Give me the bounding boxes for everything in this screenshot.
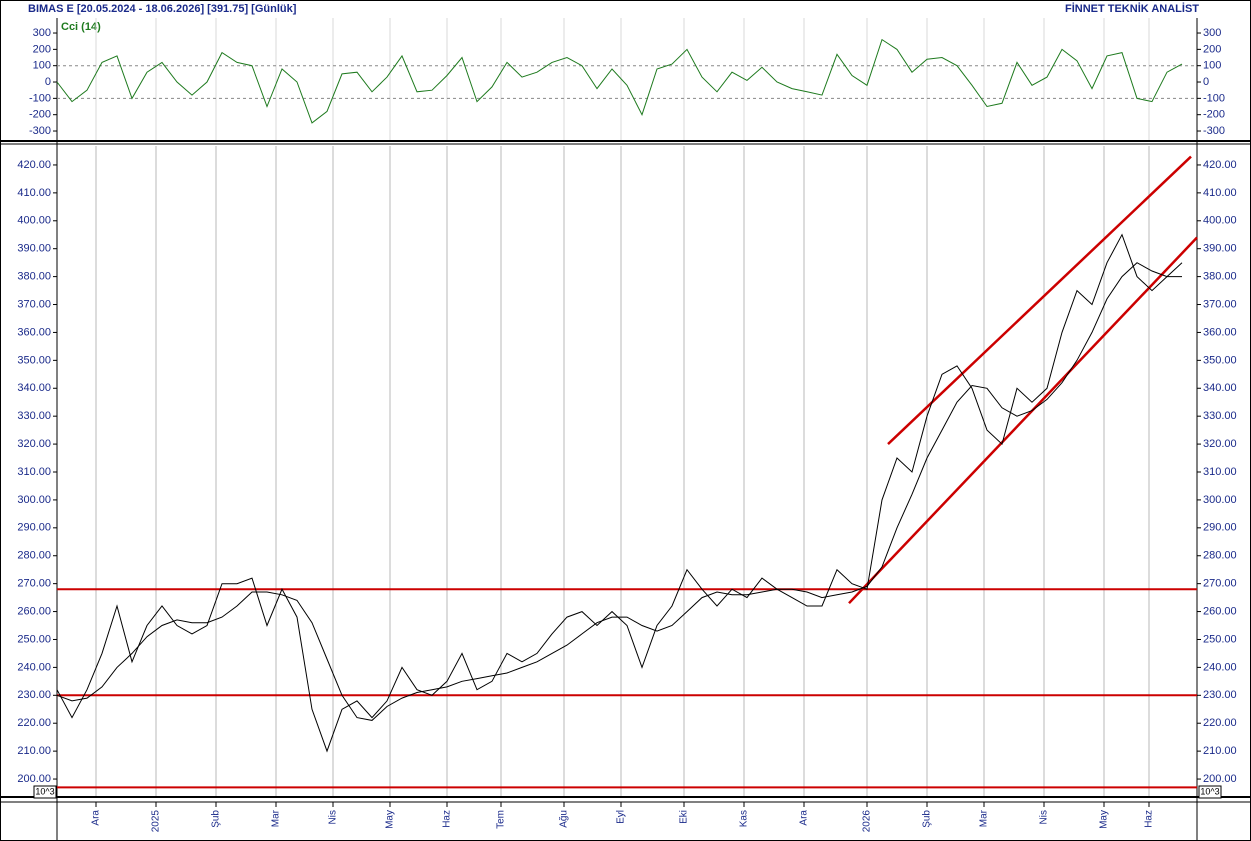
x-tick-label: Şub [922,810,933,828]
y-tick-label: -200 [1203,109,1225,121]
y-tick-label: 300.00 [1203,494,1237,506]
chart-title: BIMAS E [20.05.2024 - 18.06.2026] [391.7… [28,3,297,15]
y-tick-label: 220.00 [17,717,51,729]
y-tick-label: 270.00 [1203,578,1237,590]
x-tick-label: Mar [271,809,282,827]
x-tick-label: Ara [799,810,810,826]
y-tick-label: 300 [1203,27,1221,39]
x-tick-label: Eki [679,810,690,824]
channel-line [887,155,1192,445]
indicator-title: Cci (14) [61,21,101,33]
series-line [56,233,1183,753]
y-tick-label: 400.00 [17,215,51,227]
y-tick-label: 240.00 [1203,661,1237,673]
y-tick-label: 410.00 [1203,187,1237,199]
y-tick-label: 410.00 [17,187,51,199]
y-tick-label: 0 [45,76,51,88]
y-tick-label: 210.00 [1203,745,1237,757]
y-tick-label: 210.00 [17,745,51,757]
x-tick-label: Tem [496,810,507,829]
y-tick-label: 250.00 [17,633,51,645]
y-tick-label: -300 [29,125,51,137]
y-tick-label: 250.00 [1203,633,1237,645]
y-tick-label: 360.00 [17,326,51,338]
x-tick-label: 2026 [862,810,873,833]
series-line [56,262,1182,721]
y-tick-label: 300 [33,27,51,39]
y-tick-label: 380.00 [17,271,51,283]
source: FİNNET TEKNİK ANALİST [1065,2,1199,15]
x-tick-label: Ağu [559,810,570,828]
y-tick-label: 230.00 [1203,689,1237,701]
y-tick-label: 420.00 [1203,159,1237,171]
x-tick-label: May [1099,810,1110,829]
y-tick-label: 200.00 [1203,773,1237,785]
y-tick-label: 100 [33,60,51,72]
y-tick-label: 220.00 [1203,717,1237,729]
x-tick-label: Nis [1039,810,1050,824]
y-tick-label: 370.00 [1203,298,1237,310]
y-tick-label: 330.00 [17,410,51,422]
x-tick-label: May [385,810,396,829]
y-tick-label: 0 [1203,76,1209,88]
y-tick-label: 340.00 [17,382,51,394]
y-tick-label: 350.00 [17,354,51,366]
x-tick-label: Kas [739,810,750,827]
y-tick-label: 270.00 [17,578,51,590]
x-tick-label: Ara [91,810,102,826]
y-tick-label: -100 [29,92,51,104]
y-tick-label: 390.00 [1203,243,1237,255]
x-tick-label: Mar [979,809,990,827]
y-tick-label: 350.00 [1203,354,1237,366]
y-tick-label: -100 [1203,92,1225,104]
y-tick-label: 380.00 [1203,271,1237,283]
scale-label: 10^3 [1200,786,1219,796]
y-tick-label: 200 [33,43,51,55]
x-tick-label: 2025 [151,810,162,833]
scale-label: 10^3 [35,786,54,796]
y-tick-label: 340.00 [1203,382,1237,394]
y-tick-label: -200 [29,109,51,121]
scale-box [33,785,57,799]
x-tick-label: Eyl [616,810,627,824]
channel-line [848,236,1198,605]
y-tick-label: 290.00 [1203,522,1237,534]
y-tick-label: 360.00 [1203,326,1237,338]
y-tick-label: 300.00 [17,494,51,506]
y-tick-label: 230.00 [17,689,51,701]
scale-box [1198,785,1222,799]
y-tick-label: 400.00 [1203,215,1237,227]
y-tick-label: -300 [1203,125,1225,137]
x-tick-label: Şub [211,810,222,828]
y-tick-label: 370.00 [17,298,51,310]
y-tick-label: 260.00 [17,605,51,617]
y-tick-label: 290.00 [17,522,51,534]
y-tick-label: 330.00 [1203,410,1237,422]
y-tick-label: 200.00 [17,773,51,785]
y-tick-label: 320.00 [17,438,51,450]
y-tick-label: 260.00 [1203,605,1237,617]
y-tick-label: 200 [1203,43,1221,55]
y-tick-label: 420.00 [17,159,51,171]
y-tick-label: 310.00 [17,466,51,478]
y-tick-label: 390.00 [17,243,51,255]
x-tick-label: Haz [1144,810,1155,828]
y-tick-label: 280.00 [17,550,51,562]
y-tick-label: 280.00 [1203,550,1237,562]
y-tick-label: 310.00 [1203,466,1237,478]
x-tick-label: Nis [328,810,339,824]
y-tick-label: 100 [1203,60,1221,72]
y-tick-label: 320.00 [1203,438,1237,450]
x-tick-label: Haz [442,810,453,828]
y-tick-label: 240.00 [17,661,51,673]
series-line [56,38,1183,124]
